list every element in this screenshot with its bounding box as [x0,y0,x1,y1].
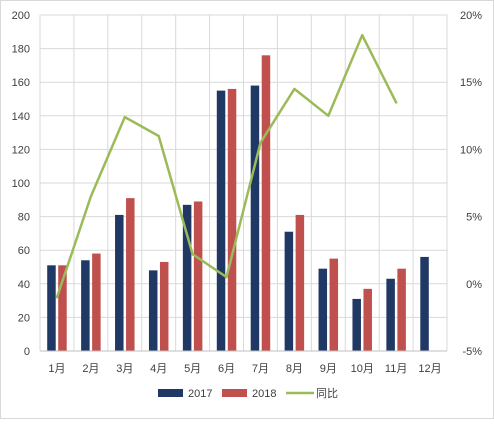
bar-2017 [216,90,226,351]
x-tick-label: 1月 [48,363,65,375]
gridlines [39,14,448,352]
x-tick-label: 11月 [385,363,407,375]
x-tick-label: 10月 [351,363,374,375]
bar-2017 [182,204,192,351]
bar-2017 [148,270,158,351]
x-tick-label: 6月 [218,363,235,375]
bar-2018 [126,198,135,351]
y-right-tick-label: 5% [466,212,482,224]
y-left-tick-label: 100 [12,178,30,190]
y-right-tick-label: -5% [462,346,482,358]
bar-2017 [250,85,260,351]
y-left-tick-label: 120 [12,144,30,156]
y-left-tick-label: 200 [12,10,30,22]
y-right-tick-label: 10% [460,144,482,156]
legend: 2017 2018 同比 [158,387,338,400]
y-left-tick-label: 140 [12,111,30,123]
bar-2017 [420,256,429,351]
bar-2018 [329,258,339,351]
bar-2018 [227,88,237,352]
y-right-tick-label: 0% [466,279,482,291]
line-series-同比 [55,33,398,299]
bar-2018 [159,261,169,351]
x-tick-label: 3月 [116,363,133,375]
y-left-tick-label: 80 [18,212,30,224]
bar-2018 [58,265,67,351]
x-tick-label: 2月 [82,363,99,375]
bar-2018 [363,288,372,351]
y-left-tick-label: 60 [18,245,30,257]
bar-2017 [284,231,294,351]
bar-2018 [397,268,406,351]
bar-2017 [115,214,124,351]
legend-swatch-2018 [222,389,247,397]
x-tick-label: 9月 [320,363,337,375]
x-tick-label: 4月 [150,363,167,375]
bar-2018 [295,214,305,351]
x-tick-label: 12月 [418,363,441,375]
bar-2017 [318,268,328,351]
legend-label-2018: 2018 [252,388,276,400]
legend-label-2017: 2017 [188,388,212,400]
bar-2018 [92,253,101,351]
legend-swatch-2017 [158,389,183,397]
bar-2018 [193,201,203,351]
x-tick-label: 5月 [184,363,201,375]
bar-2017 [81,260,90,351]
yoy-line [55,33,398,299]
y-right-tick-label: 15% [460,77,482,89]
y-left-tick-label: 40 [18,279,30,291]
bar-2017 [352,298,361,351]
legend-label-同比: 同比 [316,387,338,400]
y-left-tick-label: 20 [18,312,30,324]
bar-2017 [47,265,56,351]
y-left-tick-label: 0 [24,346,30,358]
bar-2017 [386,278,395,351]
bars [47,55,429,352]
right-axis: -5% 0% 5% 10% 15% 20% [460,10,482,358]
y-right-tick-label: 20% [460,10,482,22]
y-left-tick-label: 160 [12,77,30,89]
y-left-tick-label: 180 [12,44,30,56]
x-axis: 1月 2月 3月 4月 5月 6月 7月 8月 9月 10月 11月 12月 [40,350,447,375]
x-tick-label: 7月 [252,363,269,375]
bar-2018 [261,55,271,351]
x-tick-label: 8月 [286,363,303,375]
left-axis: 0 20 40 60 80 100 120 140 160 180 200 [12,10,30,358]
